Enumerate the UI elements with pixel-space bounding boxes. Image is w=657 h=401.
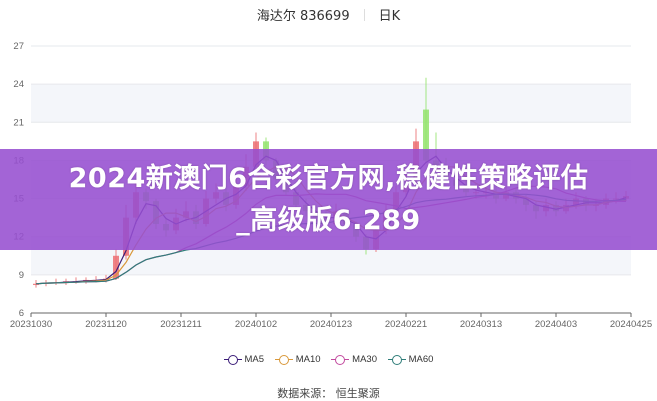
stock-name-code: 海达尔 836699 — [256, 9, 350, 24]
candle-body — [423, 109, 429, 161]
x-tick-label: 20240313 — [460, 319, 502, 330]
x-tick-label: 20231211 — [160, 319, 202, 330]
y-tick-label: 21 — [13, 117, 24, 128]
x-tick-label: 20231120 — [85, 319, 127, 330]
y-tick-label: 27 — [13, 41, 24, 52]
legend-label: MA5 — [244, 354, 265, 365]
y-tick-label: 9 — [19, 270, 24, 281]
y-tick-label: 24 — [13, 79, 24, 90]
legend-marker-icon — [331, 354, 350, 365]
legend-ma30[interactable]: MA30 — [331, 354, 377, 365]
legend-marker-icon — [274, 354, 293, 365]
legend-marker-icon — [387, 354, 406, 365]
candle-body — [113, 255, 119, 279]
chart-title: 海达尔 836699 日K — [0, 5, 657, 24]
x-tick-label: 20240102 — [235, 319, 277, 330]
legend-label: MA60 — [408, 354, 434, 365]
y-tick-label: 6 — [19, 308, 24, 319]
banner-line-1: 2024新澳门6合彩官方网,稳健性策略评估 — [68, 162, 589, 194]
legend-ma10[interactable]: MA10 — [274, 354, 321, 365]
legend-ma60[interactable]: MA60 — [387, 354, 434, 365]
title-divider — [363, 9, 365, 21]
grid-band — [31, 84, 631, 123]
data-source: 数据来源： 恒生聚源 — [277, 387, 380, 400]
period-label: 日K — [378, 9, 401, 24]
banner-line-2: _高级版6.289 — [236, 204, 421, 236]
x-tick-label: 20231030 — [10, 319, 52, 330]
candle-body — [33, 283, 39, 286]
legend-label: MA30 — [352, 354, 377, 365]
x-tick-label: 20240123 — [310, 319, 352, 330]
legend: MA5 MA10 MA30 MA60 — [0, 354, 657, 368]
legend-marker-icon — [223, 354, 242, 365]
legend-label: MA10 — [295, 354, 321, 365]
legend-ma5[interactable]: MA5 — [223, 354, 265, 365]
overlay-banner: 2024新澳门6合彩官方网,稳健性策略评估 _高级版6.289 — [0, 149, 657, 250]
x-tick-label: 20240425 — [610, 319, 652, 330]
x-tick-label: 20240403 — [535, 319, 577, 330]
x-tick-label: 20240221 — [385, 319, 427, 330]
